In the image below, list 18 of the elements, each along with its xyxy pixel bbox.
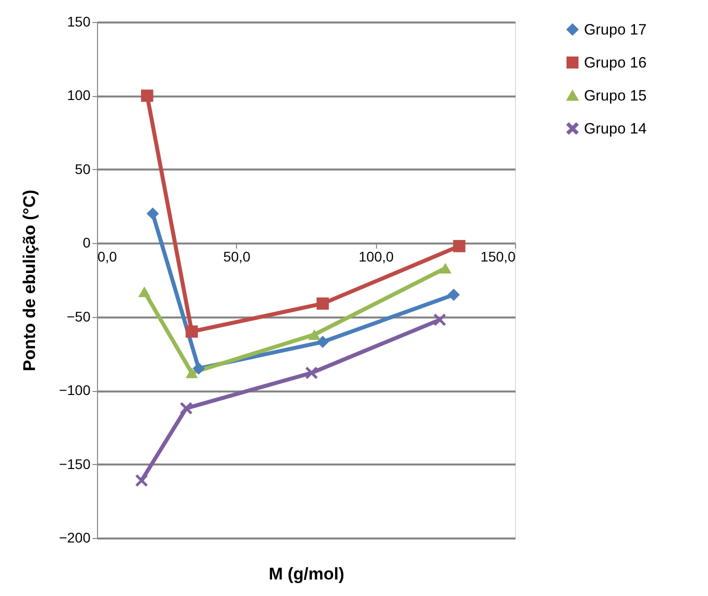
y-axis-title: Ponto de ebulição (°C) bbox=[20, 190, 39, 372]
x-axis-title: M (g/mol) bbox=[268, 564, 344, 584]
y-tick-label: 50 bbox=[74, 160, 91, 177]
x-tick-label: 100,0 bbox=[358, 248, 394, 265]
legend-label: Grupo 16 bbox=[584, 54, 647, 72]
y-tick-label: −150 bbox=[58, 456, 91, 472]
y-tick-label: −50 bbox=[66, 308, 91, 324]
y-tick-label: 0 bbox=[82, 234, 91, 251]
y-tick-label: −100 bbox=[58, 382, 91, 398]
legend-label: Grupo 14 bbox=[584, 120, 647, 138]
x-tick-label: 0,0 bbox=[98, 248, 118, 265]
y-tick-label: 100 bbox=[67, 87, 91, 104]
y-tick-label: 150 bbox=[67, 14, 91, 30]
legend-label: Grupo 17 bbox=[584, 22, 647, 38]
legend-label: Grupo 15 bbox=[584, 88, 647, 104]
x-tick-label: 50,0 bbox=[223, 248, 251, 265]
y-tick-label: −200 bbox=[58, 530, 91, 546]
x-tick-label: 150,0 bbox=[480, 248, 516, 265]
